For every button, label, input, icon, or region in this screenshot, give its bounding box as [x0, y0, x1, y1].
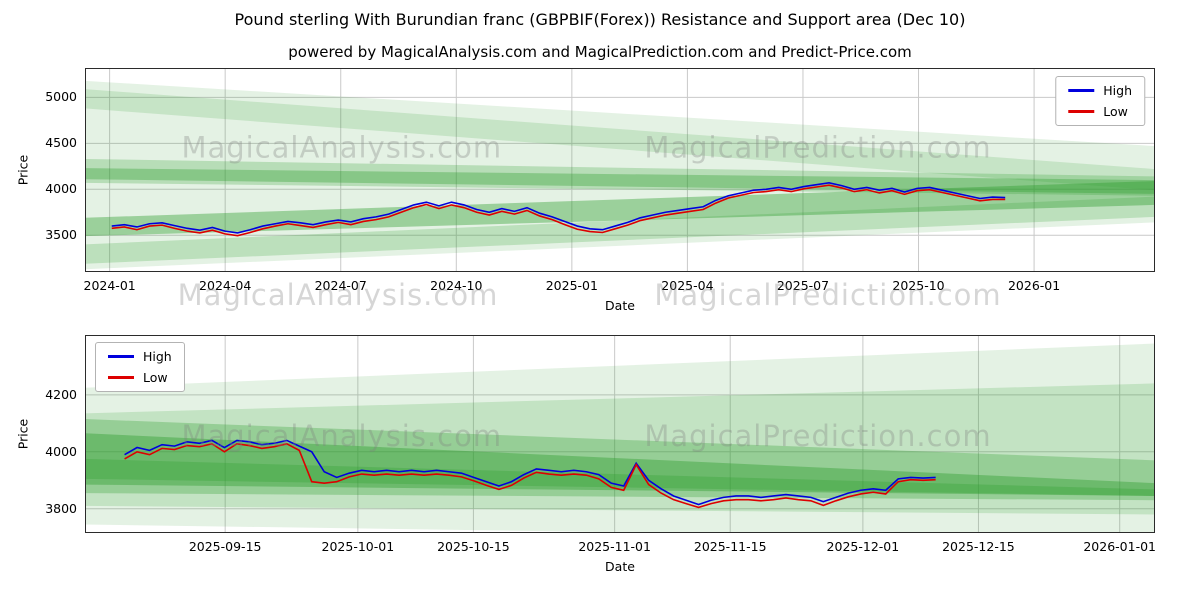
support-resistance-band: [85, 168, 1155, 194]
watermark: MagicalAnalysis.com: [181, 419, 502, 453]
legend-item: High: [108, 349, 172, 364]
legend-item: High: [1068, 83, 1132, 98]
x-tick-label: 2025-10-15: [437, 539, 510, 554]
x-tick-label: 2024-01: [83, 278, 136, 293]
x-tick-label: 2025-10-01: [321, 539, 395, 554]
support-resistance-band: [85, 343, 1155, 533]
support-resistance-band: [85, 89, 1155, 191]
x-tick-label: 2025-10: [892, 278, 945, 293]
low-line: [124, 442, 936, 509]
x-tick-label: 2025-12-15: [942, 539, 1015, 554]
x-tick-label: 2025-09-15: [188, 539, 262, 554]
x-tick-label: 2025-04: [661, 278, 714, 293]
legend: High Low: [1055, 76, 1145, 126]
y-tick-label: 4200: [45, 386, 77, 402]
legend-item: Low: [108, 370, 172, 385]
high-legend-line: [108, 355, 134, 358]
figure-subtitle: powered by MagicalAnalysis.com and Magic…: [288, 43, 912, 61]
x-tick-label: 2025-11-01: [578, 539, 651, 554]
x-axis-label: Date: [605, 298, 635, 313]
plot-area: MagicalAnalysis.com MagicalPrediction.com: [85, 68, 1155, 272]
high-legend-line: [1068, 89, 1095, 92]
y-tick-label: 3500: [45, 227, 77, 243]
watermark: MagicalPrediction.com: [644, 419, 991, 453]
watermark: MagicalPrediction.com: [644, 131, 991, 165]
figure-title: Pound sterling With Burundian franc (GBP…: [234, 10, 966, 29]
legend-label: High: [143, 349, 172, 364]
support-resistance-band: [85, 383, 1155, 515]
support-resistance-band: [85, 196, 1155, 264]
support-resistance-band: [85, 458, 1155, 496]
low-legend-line: [108, 376, 134, 379]
support-resistance-band: [85, 433, 1155, 496]
watermark: MagicalPrediction.com: [654, 278, 1002, 312]
legend-item: Low: [1068, 104, 1132, 119]
x-tick-label: 2025-11-15: [693, 539, 767, 554]
support-resistance-band: [85, 181, 1155, 237]
y-tick-label: 5000: [45, 89, 77, 105]
high-line: [124, 439, 936, 506]
y-tick-label: 4500: [45, 135, 77, 151]
y-tick-label: 4000: [45, 181, 77, 197]
legend-label: High: [1103, 83, 1132, 98]
low-legend-line: [1068, 110, 1095, 113]
x-tick-label: 2025-07: [776, 278, 830, 293]
legend-label: Low: [1103, 104, 1128, 119]
x-axis-label: Date: [605, 559, 635, 574]
support-resistance-band: [85, 158, 1155, 196]
watermark: MagicalAnalysis.com: [181, 131, 502, 165]
low-line: [111, 184, 1006, 237]
legend-label: Low: [143, 370, 168, 385]
y-tick-label: 4000: [45, 443, 77, 459]
x-tick-label: 2026-01-01: [1083, 539, 1157, 554]
x-tick-label: 2026-01: [1007, 278, 1061, 293]
high-line: [111, 182, 1006, 234]
legend: High Low: [95, 342, 185, 392]
x-tick-label: 2025-01: [545, 278, 598, 293]
watermark: MagicalAnalysis.com: [177, 278, 499, 312]
x-tick-label: 2024-10: [430, 278, 483, 293]
plot-area: MagicalAnalysis.com MagicalPrediction.com: [85, 335, 1155, 533]
plot-frame: [85, 68, 1155, 272]
support-resistance-band: [85, 419, 1155, 501]
y-tick-label: 3800: [45, 500, 77, 516]
plot-frame: [85, 335, 1155, 533]
x-tick-label: 2025-12-01: [826, 539, 900, 554]
x-tick-label: 2024-04: [199, 278, 252, 293]
y-axis-label: Price: [15, 418, 31, 450]
x-tick-label: 2024-07: [314, 278, 367, 293]
